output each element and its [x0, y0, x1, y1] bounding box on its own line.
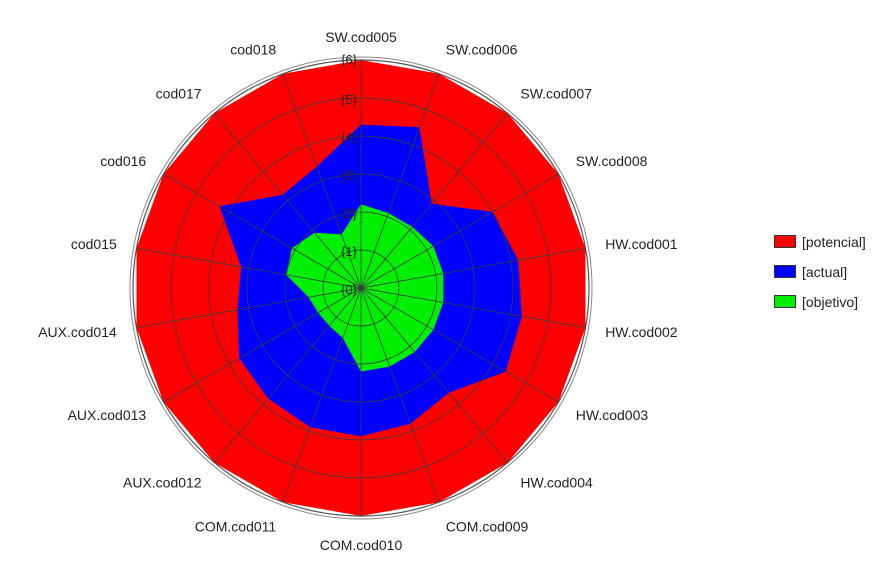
tick-label-5: {5} — [341, 92, 358, 107]
category-label-SW.cod005: SW.cod005 — [325, 29, 397, 45]
legend-item-potencial: [potencial] — [774, 232, 882, 251]
tick-label-6: {6} — [341, 52, 358, 67]
tick-label-3: {3} — [341, 168, 358, 183]
category-label-HW.cod004: HW.cod004 — [520, 475, 593, 491]
category-label-HW.cod003: HW.cod003 — [576, 407, 649, 423]
plot-outline — [129, 56, 593, 520]
legend-swatch-potencial — [774, 235, 796, 248]
legend: [potencial] [actual] [objetivo] — [774, 232, 882, 322]
category-label-HW.cod002: HW.cod002 — [605, 324, 678, 340]
tick-label-0: {0} — [341, 282, 358, 297]
category-label-COM.cod010: COM.cod010 — [320, 537, 403, 553]
spoke-COM.cod011 — [282, 287, 362, 503]
legend-label-actual: [actual] — [802, 263, 848, 280]
polar-spokes — [136, 60, 586, 516]
spoke-cod018 — [282, 73, 362, 289]
tick-label-4: {4} — [341, 130, 358, 145]
spoke-HW.cod004 — [360, 287, 508, 463]
category-label-AUX.cod013: AUX.cod013 — [68, 407, 147, 423]
category-label-COM.cod011: COM.cod011 — [195, 519, 277, 535]
category-label-cod018: cod018 — [230, 41, 276, 57]
spoke-HW.cod002 — [360, 287, 586, 328]
spoke-SW.cod008 — [360, 173, 559, 289]
category-label-SW.cod008: SW.cod008 — [576, 153, 648, 169]
legend-swatch-actual — [774, 265, 796, 278]
category-label-COM.cod009: COM.cod009 — [446, 519, 529, 535]
legend-item-actual: [actual] — [774, 262, 882, 281]
spoke-cod016 — [163, 173, 362, 289]
tick-label-2: {2} — [341, 206, 358, 221]
spoke-cod017 — [214, 113, 362, 289]
spoke-COM.cod009 — [360, 287, 440, 503]
spoke-HW.cod003 — [360, 287, 559, 403]
radial-tick-labels: {0} {1} {2} {3} {4} {5} {6} — [341, 52, 358, 297]
spoke-AUX.cod014 — [136, 287, 362, 328]
spoke-SW.cod006 — [360, 73, 440, 289]
category-label-AUX.cod014: AUX.cod014 — [38, 324, 117, 340]
category-label-SW.cod006: SW.cod006 — [446, 41, 518, 57]
category-label-HW.cod001: HW.cod001 — [605, 236, 678, 252]
legend-swatch-objetivo — [774, 295, 796, 308]
category-label-cod015: cod015 — [71, 236, 117, 252]
legend-label-objetivo: [objetivo] — [802, 293, 859, 310]
category-label-SW.cod007: SW.cod007 — [520, 85, 592, 101]
category-label-AUX.cod012: AUX.cod012 — [123, 475, 202, 491]
spoke-AUX.cod013 — [163, 287, 362, 403]
tick-label-1: {1} — [341, 244, 358, 259]
legend-item-objetivo: [objetivo] — [774, 292, 882, 311]
spoke-cod015 — [136, 248, 362, 289]
category-labels: SW.cod005 SW.cod006 SW.cod007 SW.cod008 HW.c… — [38, 29, 678, 553]
legend-label-potencial: [potencial] — [802, 233, 866, 250]
spoke-AUX.cod012 — [214, 287, 362, 463]
spoke-SW.cod007 — [360, 113, 508, 289]
category-label-cod017: cod017 — [156, 85, 202, 101]
category-label-cod016: cod016 — [100, 153, 146, 169]
spoke-HW.cod001 — [360, 248, 586, 289]
